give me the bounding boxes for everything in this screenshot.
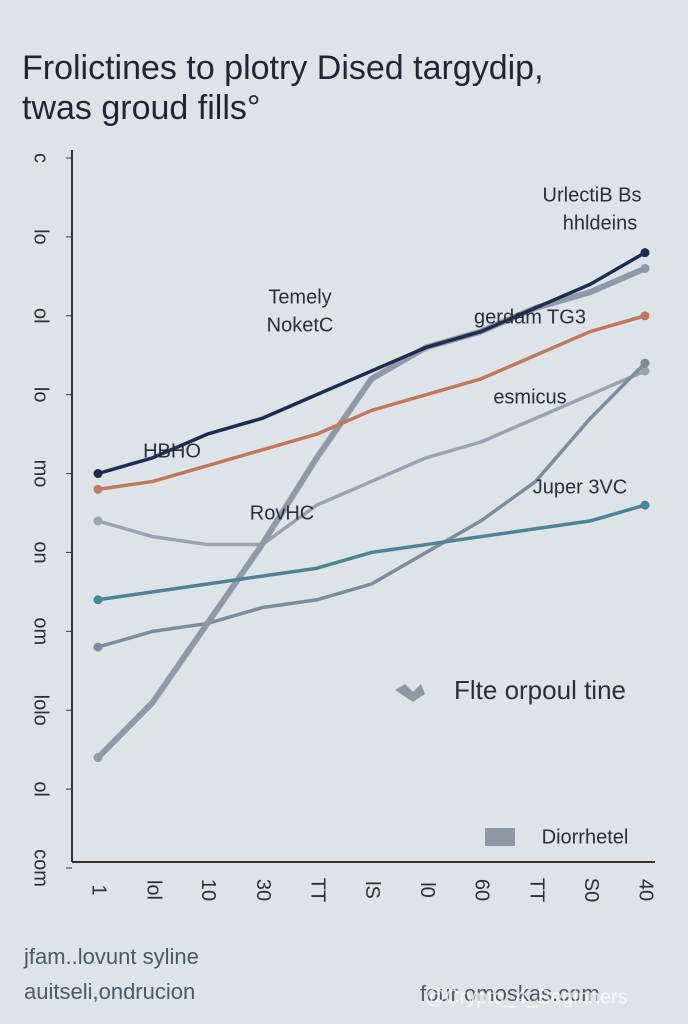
annotation: HBHO <box>143 440 201 462</box>
x-tick-label: 10 <box>197 879 219 901</box>
annotation: Diorrhetel <box>542 826 629 848</box>
x-tick-label: TT <box>307 878 329 902</box>
y-tick-label: c <box>30 153 52 163</box>
x-tick-label: S0 <box>580 878 602 902</box>
y-tick-label: lolo <box>30 695 52 726</box>
line-end <box>93 469 103 479</box>
annotation: Flte orpoul tine <box>454 675 626 705</box>
line-end <box>93 753 103 763</box>
footer: auitseli,ondrucion <box>24 979 195 1004</box>
annotation: gerdam TG3 <box>474 306 586 328</box>
line <box>97 314 646 492</box>
chart-title: twas groud fills° <box>22 89 260 127</box>
line-end <box>640 311 650 321</box>
line-end <box>93 484 103 494</box>
annotation: UrlectiB Bs <box>543 184 642 206</box>
annotation: esmicus <box>493 386 566 408</box>
source: four omoskas.com <box>420 981 600 1006</box>
annotation: Juper 3VC <box>533 476 628 498</box>
x-tick-label: lol <box>142 880 164 900</box>
x-tick-label: 60 <box>471 879 493 901</box>
annotation: Temely <box>268 286 331 308</box>
y-tick-label: ol <box>30 308 52 324</box>
y-tick-label: ol <box>30 781 52 797</box>
x-tick-label: 1 <box>88 884 110 895</box>
line <box>97 369 646 547</box>
y-tick-label: om <box>30 617 52 645</box>
y-tick-label: com <box>30 849 52 887</box>
y-tick-label: mo <box>30 460 52 488</box>
y-tick-label: lo <box>30 229 52 245</box>
line <box>97 361 647 649</box>
x-tick-label: l0 <box>416 882 438 898</box>
y-tick-label: on <box>30 541 52 563</box>
line <box>97 503 646 602</box>
line-end <box>93 595 103 605</box>
legend-icon <box>395 684 515 846</box>
line-end <box>93 642 103 652</box>
line-end <box>640 248 650 258</box>
footer: jfam..lovunt syline <box>23 944 199 969</box>
y-tick-label: lo <box>30 387 52 403</box>
line-end <box>640 500 650 510</box>
x-tick-label: lS <box>361 881 383 899</box>
line-end <box>640 358 650 368</box>
watermark: @Crypto_4_Beginners <box>425 986 628 1008</box>
line-end <box>640 366 650 376</box>
annotation: RovHC <box>250 502 314 524</box>
line-end <box>93 516 103 526</box>
annotation: hhldeins <box>563 212 638 234</box>
x-tick-label: TT <box>525 878 547 902</box>
annotation: NoketC <box>267 314 334 336</box>
line <box>95 265 647 760</box>
x-tick-label: 30 <box>252 879 274 901</box>
x-tick-label: 40 <box>635 879 657 901</box>
line-end <box>640 263 650 273</box>
chart-title: Frolictines to plotry Dised targydip, <box>22 49 544 87</box>
line <box>97 251 646 476</box>
